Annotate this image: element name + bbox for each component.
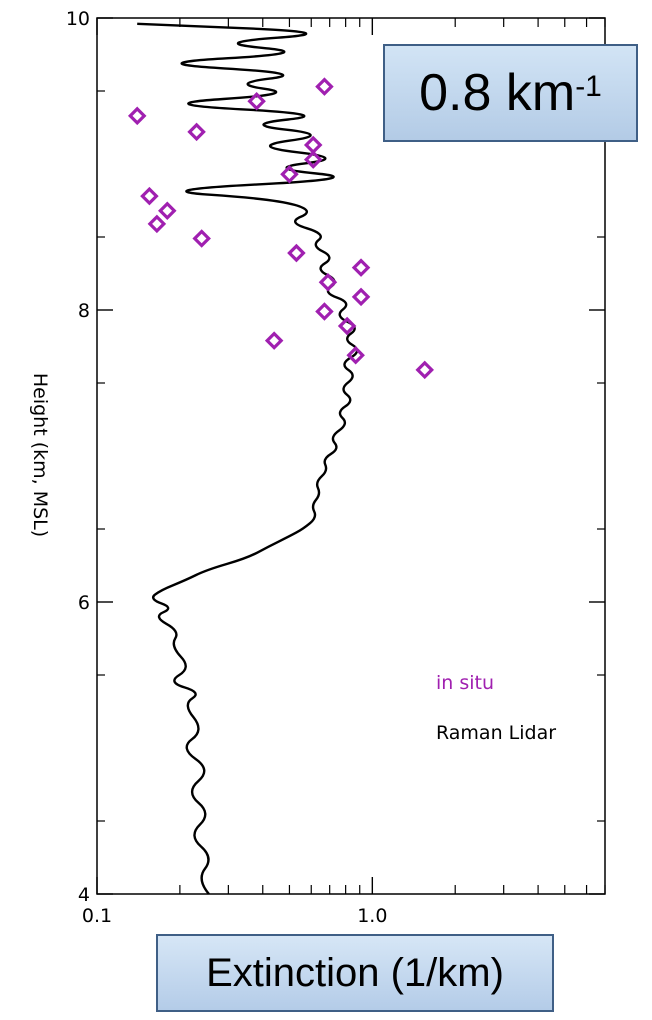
annotation-superscript: -1 bbox=[575, 70, 602, 103]
raman-lidar-line bbox=[137, 22, 359, 895]
y-tick-label: 8 bbox=[78, 300, 90, 322]
in-situ-point bbox=[280, 164, 299, 184]
in-situ-point bbox=[127, 106, 147, 126]
in-situ-points bbox=[127, 77, 434, 380]
in-situ-point bbox=[337, 316, 357, 336]
in-situ-point bbox=[192, 229, 211, 248]
in-situ-point bbox=[187, 122, 206, 142]
legend-raman-lidar: Raman Lidar bbox=[436, 722, 556, 744]
in-situ-point bbox=[315, 302, 334, 321]
x-axis-label: Extinction (1/km) bbox=[156, 934, 554, 1012]
x-tick-label: 0.1 bbox=[82, 905, 112, 927]
x-tick-label: 1.0 bbox=[357, 905, 387, 927]
in-situ-point bbox=[147, 214, 167, 234]
in-situ-point bbox=[351, 287, 371, 307]
annotation-text: 0.8 km bbox=[419, 64, 576, 122]
in-situ-point bbox=[264, 331, 284, 350]
plot-frame bbox=[96, 17, 606, 895]
in-situ-point bbox=[303, 135, 323, 155]
y-axis-label: Height (km, MSL) bbox=[29, 373, 51, 537]
in-situ-point bbox=[303, 150, 323, 169]
in-situ-point bbox=[287, 243, 306, 263]
x-axis-ticks: 0.1 1.0 bbox=[82, 18, 387, 927]
y-tick-label: 6 bbox=[78, 592, 90, 614]
in-situ-point bbox=[318, 272, 338, 292]
legend-in-situ: in situ bbox=[436, 672, 494, 694]
legend: in situ Raman Lidar bbox=[436, 672, 556, 744]
in-situ-point bbox=[346, 345, 365, 365]
in-situ-point bbox=[140, 186, 159, 206]
in-situ-point bbox=[415, 360, 434, 380]
in-situ-point bbox=[158, 201, 177, 220]
in-situ-point bbox=[315, 77, 334, 96]
x-minor-ticks bbox=[179, 18, 606, 894]
y-axis-ticks: 4 6 8 10 bbox=[66, 8, 605, 906]
in-situ-point bbox=[247, 91, 266, 111]
y-minor-ticks bbox=[97, 90, 605, 822]
y-tick-label: 4 bbox=[78, 884, 90, 906]
in-situ-point bbox=[351, 258, 371, 277]
extinction-annotation: 0.8 km -1 bbox=[383, 44, 638, 142]
y-tick-label: 10 bbox=[66, 8, 90, 30]
